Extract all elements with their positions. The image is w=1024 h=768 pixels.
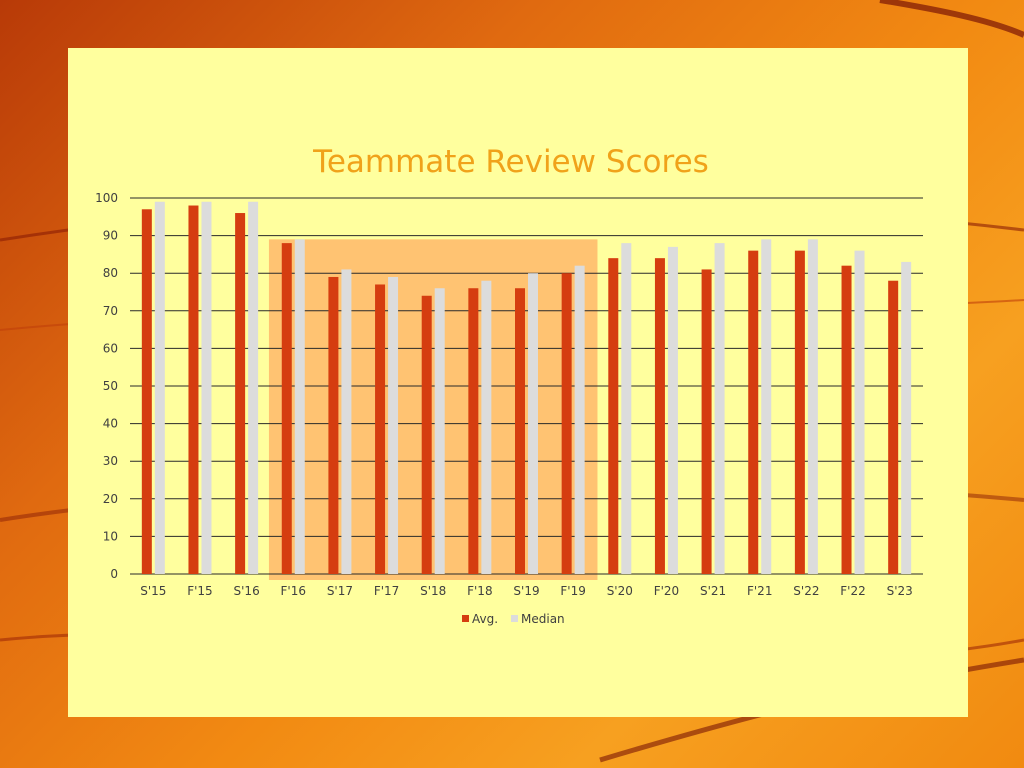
bar-median	[807, 239, 818, 575]
legend-label: Median	[521, 612, 565, 626]
bar-median	[201, 201, 212, 574]
highlight-region	[268, 239, 598, 581]
y-tick-labels: 0 10 20 30 40 50 60 70 80 90 100	[95, 191, 118, 581]
bar-avg	[654, 258, 665, 574]
legend-swatch	[462, 615, 469, 622]
x-tick-label: F'20	[654, 584, 679, 598]
bar-median	[154, 201, 165, 574]
y-tick-label: 100	[95, 191, 118, 205]
x-tick-label: S'16	[234, 584, 260, 598]
bar-median	[714, 243, 725, 574]
legend-swatch	[511, 615, 518, 622]
x-tick-label: S'22	[793, 584, 819, 598]
x-tick-label: F'22	[840, 584, 865, 598]
bar-avg	[468, 288, 479, 574]
bar-avg	[375, 284, 386, 574]
y-tick-label: 50	[103, 379, 118, 393]
bar-avg	[748, 250, 759, 574]
x-tick-label: F'17	[374, 584, 399, 598]
bar-avg	[421, 295, 432, 574]
bar-median	[294, 239, 305, 575]
bar-median	[574, 265, 585, 574]
y-tick-label: 70	[103, 304, 118, 318]
bar-median	[621, 243, 632, 574]
x-tick-label: S'17	[327, 584, 353, 598]
y-tick-label: 60	[103, 341, 118, 355]
bar-avg	[841, 265, 852, 574]
y-tick-label: 80	[103, 266, 118, 280]
bar-median	[341, 269, 352, 574]
bar-median	[528, 273, 538, 574]
y-tick-label: 40	[103, 417, 118, 431]
x-tick-label: S'23	[887, 584, 913, 598]
bar-avg	[561, 273, 572, 574]
bar-median	[761, 239, 772, 575]
y-tick-label: 30	[103, 454, 118, 468]
x-tick-label: F'21	[747, 584, 772, 598]
x-tick-label: F'18	[467, 584, 492, 598]
x-tick-labels: S'15 F'15 S'16 F'16 S'17 F'17 S'18 F'18 S'19 F'19…	[140, 584, 913, 598]
bar-avg	[515, 288, 525, 574]
y-tick-label: 20	[103, 492, 118, 506]
bar-median	[434, 288, 445, 574]
x-tick-label: F'15	[187, 584, 212, 598]
bar-avg	[281, 243, 292, 574]
bar-median	[481, 280, 492, 574]
bar-median	[854, 250, 865, 574]
bar-median	[388, 276, 399, 574]
bar-avg	[608, 258, 619, 574]
bar-avg	[701, 269, 712, 574]
bar-avg	[794, 250, 805, 574]
x-tick-label: S'19	[513, 584, 539, 598]
x-tick-label: F'19	[560, 584, 585, 598]
legend: Avg. Median	[462, 612, 565, 626]
bar-avg	[141, 209, 152, 574]
bar-median	[248, 201, 259, 574]
legend-label: Avg.	[472, 612, 498, 626]
y-tick-label: 90	[103, 229, 118, 243]
bar-median	[667, 246, 678, 574]
bar-avg	[235, 213, 246, 575]
x-tick-label: F'16	[281, 584, 306, 598]
chart-title: Teammate Review Scores	[312, 144, 709, 180]
x-tick-label: S'15	[140, 584, 166, 598]
bar-avg	[328, 276, 339, 574]
y-tick-label: 10	[103, 529, 118, 543]
x-tick-label: S'20	[607, 584, 633, 598]
bars	[141, 201, 912, 575]
y-tick-label: 0	[110, 567, 118, 581]
bar-avg	[188, 205, 199, 574]
x-tick-label: S'21	[700, 584, 726, 598]
gridlines	[130, 197, 923, 575]
bar-avg	[888, 280, 899, 574]
x-tick-label: S'18	[420, 584, 446, 598]
bar-median	[901, 261, 912, 574]
